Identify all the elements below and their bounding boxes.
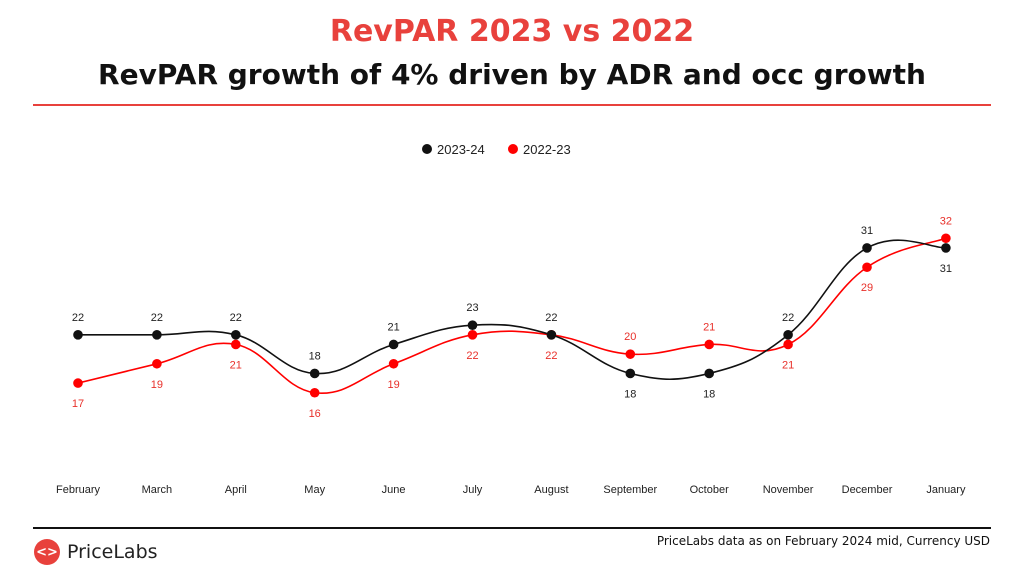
logo-text: PriceLabs <box>67 541 158 563</box>
data-label-2022-23-november: 21 <box>782 359 794 371</box>
point-2022-23-november <box>783 339 793 350</box>
data-label-2022-23-september: 20 <box>624 331 636 343</box>
data-label-2023-24-february: 22 <box>72 312 84 324</box>
point-2023-24-september <box>625 368 636 379</box>
series-line-2022-23 <box>77 237 947 394</box>
chart-title: RevPAR 2023 vs 2022 <box>329 14 695 49</box>
series-line-2023-24 <box>77 239 946 380</box>
data-label-2022-23-january: 32 <box>940 215 952 227</box>
footer-divider <box>33 527 991 529</box>
point-2022-23-june <box>388 358 399 369</box>
data-label-2023-24-january: 31 <box>940 263 952 275</box>
point-2023-24-march <box>152 330 162 340</box>
point-2022-23-july <box>467 330 478 340</box>
x-tick-label-september: September <box>603 484 657 496</box>
x-tick-label-january: January <box>926 484 966 496</box>
data-label-2023-24-september: 18 <box>624 388 636 400</box>
point-2023-24-december <box>862 243 872 253</box>
x-tick-label-april: April <box>225 484 247 496</box>
point-2023-24-august <box>546 330 557 340</box>
point-2022-23-october <box>704 339 714 350</box>
x-tick-label-august: August <box>534 484 568 496</box>
chart-subtitle: RevPAR growth of 4% driven by ADR and oc… <box>98 58 926 91</box>
point-2023-24-july <box>467 320 478 330</box>
point-2023-24-november <box>783 330 793 340</box>
data-label-2023-24-may: 18 <box>309 350 321 362</box>
x-tick-label-may: May <box>304 484 325 496</box>
pricelabs-logo: <> PriceLabs <box>34 537 158 567</box>
data-label-2023-24-july: 23 <box>466 302 478 314</box>
data-label-2023-24-november: 22 <box>782 312 794 324</box>
title-divider <box>33 104 991 106</box>
point-2023-24-may <box>309 368 320 379</box>
data-label-2023-24-october: 18 <box>703 388 715 400</box>
point-2022-23-april <box>231 339 241 350</box>
legend-marker-2022-23 <box>508 144 518 154</box>
legend-label-2022-23: 2022-23 <box>523 142 571 157</box>
data-label-2022-23-april: 21 <box>230 359 242 371</box>
x-tick-label-july: July <box>463 484 483 496</box>
data-label-2023-24-march: 22 <box>151 312 163 324</box>
data-label-2022-23-july: 22 <box>466 350 478 362</box>
data-label-2022-23-june: 19 <box>387 379 399 391</box>
data-label-2023-24-december: 31 <box>861 225 873 237</box>
pricelabs-logo-icon: <> <box>34 539 60 565</box>
point-2022-23-january <box>941 233 951 244</box>
point-2023-24-october <box>704 368 714 379</box>
source-note: PriceLabs data as on February 2024 mid, … <box>656 534 990 548</box>
point-2022-23-february <box>73 378 83 388</box>
data-label-2023-24-june: 21 <box>387 321 399 333</box>
data-label-2022-23-october: 21 <box>703 321 715 333</box>
point-2022-23-december <box>862 262 872 273</box>
data-label-2022-23-february: 17 <box>72 398 84 410</box>
legend-marker-2023-24 <box>422 144 432 154</box>
data-label-2022-23-december: 29 <box>861 282 873 294</box>
point-2022-23-may <box>309 387 320 398</box>
point-2022-23-september <box>625 349 636 359</box>
data-label-2023-24-august: 22 <box>545 312 557 324</box>
data-label-2022-23-august: 22 <box>545 350 557 362</box>
x-tick-label-june: June <box>382 484 406 496</box>
point-2022-23-march <box>152 358 162 369</box>
x-tick-label-march: March <box>142 484 173 496</box>
point-2023-24-june <box>388 339 399 350</box>
x-tick-label-october: October <box>690 484 729 496</box>
point-2023-24-april <box>231 330 241 340</box>
point-2023-24-february <box>73 330 83 340</box>
x-tick-label-december: December <box>842 484 893 496</box>
x-tick-label-november: November <box>763 484 814 496</box>
data-label-2022-23-march: 19 <box>151 379 163 391</box>
legend-label-2023-24: 2023-24 <box>437 142 485 157</box>
data-label-2022-23-may: 16 <box>309 408 321 420</box>
point-2023-24-january <box>941 243 951 253</box>
x-tick-label-february: February <box>56 484 101 496</box>
data-label-2023-24-april: 22 <box>230 312 242 324</box>
